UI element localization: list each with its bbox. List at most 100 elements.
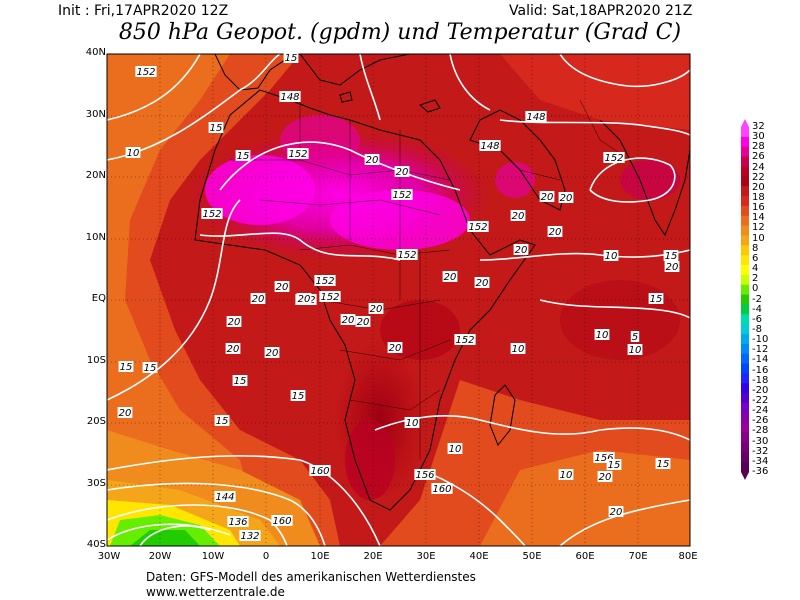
height-contour-label-bg bbox=[391, 189, 413, 200]
height-contour-label: 152 bbox=[320, 292, 339, 303]
temperature-contour-label-bg bbox=[603, 250, 619, 261]
colorbar-label: 14 bbox=[752, 212, 765, 224]
lon-label-30w: 30W bbox=[97, 551, 121, 562]
colorbar-label: -36 bbox=[752, 466, 769, 477]
colorbar-label: 26 bbox=[752, 151, 765, 163]
temperature-contour-label-bg bbox=[232, 375, 248, 386]
colorbar-label: -24 bbox=[752, 405, 769, 417]
colorbar-label: -18 bbox=[752, 374, 769, 386]
colorbar-swatch bbox=[741, 383, 749, 394]
colorbar-label: -16 bbox=[752, 364, 769, 376]
colorbar-top-arrow bbox=[741, 119, 749, 127]
colorbar-swatch bbox=[741, 353, 749, 365]
temperature-contour-label: 20 bbox=[366, 155, 379, 166]
temperature-contour-label: 15 bbox=[665, 251, 678, 262]
temperature-contour-label-bg bbox=[447, 443, 463, 454]
temperature-contour-label-bg bbox=[597, 471, 613, 482]
colorbar-label: 2 bbox=[752, 273, 759, 285]
colorbar-label: -2 bbox=[752, 293, 762, 305]
colorbar-swatch bbox=[741, 176, 749, 187]
temperature-contour-label: 15 bbox=[657, 459, 670, 470]
temperature-contour-label: 15 bbox=[285, 53, 298, 64]
height-contour-label: 156 bbox=[594, 453, 613, 464]
map-area bbox=[107, 54, 690, 546]
height-contour-label: 148 bbox=[280, 92, 299, 103]
temperature-contour-label: 20 bbox=[560, 193, 573, 204]
height-contour-label-bg bbox=[214, 491, 236, 502]
temperature-contour-label: 15 bbox=[210, 123, 223, 134]
colorbar-swatch bbox=[741, 127, 749, 138]
temperature-contour-label: 20 bbox=[266, 348, 279, 359]
temperature-contour-label: 15 bbox=[144, 363, 157, 374]
temperature-contour-label: 20 bbox=[298, 294, 311, 305]
temperature-contour-label: 20 bbox=[396, 167, 409, 178]
map-title: 850 hPa Geopot. (gpdm) und Temperatur (G… bbox=[118, 20, 682, 45]
atlantic-cool bbox=[107, 54, 250, 546]
colorbar-bottom-arrow bbox=[741, 472, 749, 480]
colorbar-swatch bbox=[741, 324, 749, 335]
height-contour-label: 152 bbox=[288, 149, 307, 160]
temperature-contour-label-bg bbox=[264, 347, 280, 358]
temperature-contour-label: 20 bbox=[252, 294, 265, 305]
temperature-contour-label: 10 bbox=[406, 418, 419, 429]
temperature-contour-label: 20 bbox=[444, 272, 457, 283]
height-contour-label: 152 bbox=[604, 153, 623, 164]
temperature-contour-label: 20 bbox=[512, 211, 525, 222]
height-contour-label-bg bbox=[525, 111, 547, 122]
temperature-contour-label-bg bbox=[627, 344, 643, 355]
height-contour-label: 160 bbox=[310, 466, 329, 477]
lon-label-70e: 70E bbox=[628, 551, 648, 562]
temperature-contour-label-bg bbox=[648, 293, 664, 304]
colorbar-swatch bbox=[741, 255, 749, 266]
colorbar-label: 10 bbox=[752, 232, 765, 244]
height-contour-label: 156 bbox=[415, 470, 434, 481]
contours bbox=[107, 54, 690, 546]
temperature-contour-label-bg bbox=[547, 226, 563, 237]
temperature-contour-label-bg bbox=[558, 469, 574, 480]
height-contour-label-bg bbox=[271, 515, 293, 526]
height-contour-label: 148 bbox=[480, 141, 499, 152]
height-contour-label-bg bbox=[431, 483, 453, 494]
colorbar-label: -10 bbox=[752, 334, 769, 346]
colorbar-swatch bbox=[741, 462, 749, 473]
colorbar-label: 20 bbox=[752, 181, 765, 193]
temperature-contour-label: 20 bbox=[541, 192, 554, 203]
colorbar-swatch bbox=[741, 442, 749, 453]
colorbar-swatch bbox=[741, 196, 749, 207]
data-source: Daten: GFS-Modell des amerikanischen Wet… bbox=[146, 570, 476, 584]
height-contour-label-bg bbox=[319, 291, 341, 302]
colorbar-label: 28 bbox=[752, 141, 765, 153]
lon-label-40e: 40E bbox=[469, 551, 489, 562]
colorbar-label: 0 bbox=[752, 283, 759, 295]
height-contour-label: 136 bbox=[228, 517, 247, 528]
colorbar-label: 4 bbox=[752, 263, 759, 275]
height-contour-label: 152 bbox=[468, 222, 487, 233]
temperature-contour-label-bg bbox=[355, 316, 371, 327]
temperature-contour-label-bg bbox=[442, 271, 458, 282]
temperature-contour-label: 20 bbox=[610, 507, 623, 518]
height-contour-label-bg bbox=[396, 249, 418, 260]
temperature-contour-label: 10 bbox=[127, 148, 140, 159]
temperature-contour-label-bg bbox=[290, 390, 306, 401]
lat-label-40n: 40N bbox=[85, 47, 106, 58]
lat-label-eq: EQ bbox=[91, 293, 106, 304]
height-contour-label: 144 bbox=[215, 492, 234, 503]
temperature-contour-label-bg bbox=[474, 277, 490, 288]
colorbar-swatch bbox=[741, 166, 749, 177]
north-east bbox=[500, 54, 690, 130]
colorbar-label: -20 bbox=[752, 384, 769, 396]
colorbar-label: -22 bbox=[752, 394, 769, 406]
temperature-contour-label-bg bbox=[387, 342, 403, 353]
colorbar-swatch bbox=[741, 363, 749, 374]
colorbar-swatch bbox=[741, 403, 749, 414]
lon-label-10w: 10W bbox=[201, 551, 225, 562]
lon-label-80e: 80E bbox=[678, 551, 698, 562]
colorbar-label: 24 bbox=[752, 161, 765, 173]
colorbar-label: 6 bbox=[752, 252, 759, 264]
height-contour-label: 148 bbox=[526, 112, 545, 123]
colorbar-swatch bbox=[741, 343, 749, 355]
temperature-contour-label-bg bbox=[394, 166, 410, 177]
colorbar-label: 16 bbox=[752, 202, 765, 214]
lat-label-30n: 30N bbox=[85, 109, 106, 120]
colorbar-swatch bbox=[741, 412, 749, 424]
